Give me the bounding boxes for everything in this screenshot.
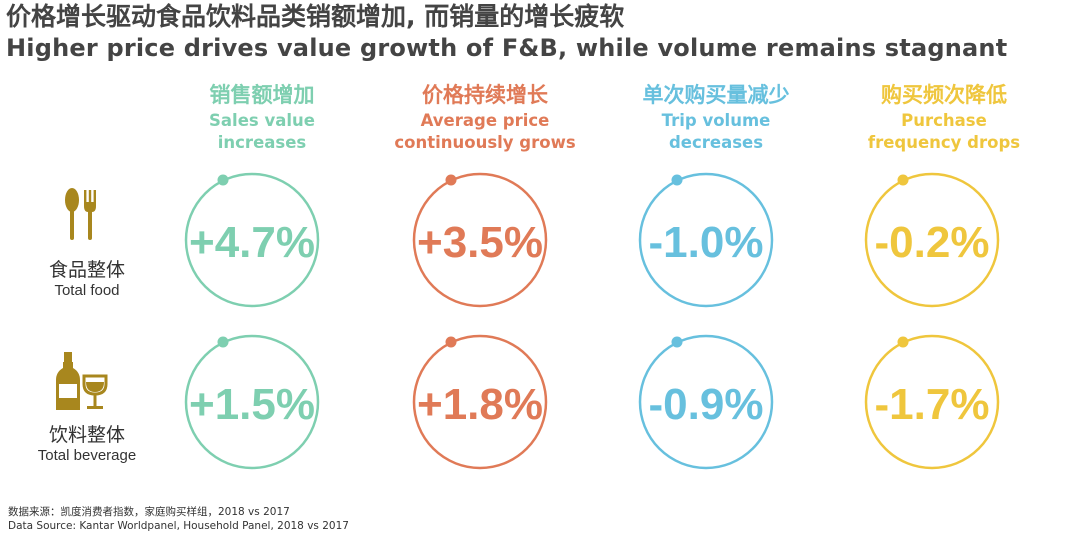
- column-header-sales-value: 销售额增加 Sales value increases: [147, 80, 377, 154]
- ring-dot: [445, 336, 457, 348]
- data-source-footer: 数据来源：凯度消费者指数，家庭购买样组，2018 vs 2017 Data So…: [8, 505, 349, 533]
- row-label-total-food: 食品整体 Total food: [22, 259, 152, 301]
- value-label: -0.9%: [649, 380, 764, 429]
- ring-dot: [897, 336, 909, 348]
- column-header-cn: 单次购买量减少: [642, 83, 790, 107]
- cell-beverage-trip-volume: -0.9%: [638, 334, 774, 470]
- chart-title-en: Higher price drives value growth of F&B,…: [6, 34, 1008, 62]
- ring: [184, 172, 320, 308]
- ring: [864, 334, 1000, 470]
- column-header-purchase-frequency: 购买频次降低 Purchase frequency drops: [829, 80, 1059, 154]
- row-label-en: Total food: [54, 282, 120, 299]
- column-header-en-line1: Average price: [420, 111, 550, 130]
- ring: [412, 172, 548, 308]
- ring: [412, 334, 548, 470]
- ring: [184, 334, 320, 470]
- column-header-en-line1: Purchase: [901, 111, 987, 130]
- row-label-en: Total beverage: [37, 447, 137, 464]
- cell-beverage-average-price: +1.8%: [412, 334, 548, 470]
- data-source-cn: 数据来源：凯度消费者指数，家庭购买样组，2018 vs 2017: [8, 506, 290, 518]
- value-label: +4.7%: [189, 218, 315, 267]
- cell-beverage-sales-value: +1.5%: [184, 334, 320, 470]
- bottle-glass-icon: [56, 352, 108, 410]
- data-source-en: Data Source: Kantar Worldpanel, Househol…: [8, 520, 349, 532]
- column-header-cn: 价格持续增长: [422, 83, 548, 107]
- value-label: +1.8%: [417, 380, 543, 429]
- row-label-total-beverage: 饮料整体 Total beverage: [22, 424, 152, 466]
- ring: [864, 172, 1000, 308]
- column-header-en-line2: continuously grows: [394, 133, 576, 152]
- value-label: +1.5%: [189, 380, 315, 429]
- ring-dot: [217, 336, 229, 348]
- cell-food-average-price: +3.5%: [412, 172, 548, 308]
- value-label: +3.5%: [417, 218, 543, 267]
- column-header-en-line2: frequency drops: [867, 133, 1021, 152]
- value-label: -1.7%: [875, 380, 990, 429]
- column-header-cn: 销售额增加: [209, 83, 315, 107]
- cell-beverage-purchase-frequency: -1.7%: [864, 334, 1000, 470]
- ring-dot: [445, 174, 457, 186]
- cell-food-sales-value: +4.7%: [184, 172, 320, 308]
- value-label: -1.0%: [649, 218, 764, 267]
- title-block: 价格增长驱动食品饮料品类销额增加, 而销量的增长疲软 Higher price …: [6, 2, 1007, 64]
- ring: [638, 172, 774, 308]
- value-label: -0.2%: [875, 218, 990, 267]
- column-header-average-price: 价格持续增长 Average price continuously grows: [370, 80, 600, 154]
- column-header-en-line2: increases: [217, 133, 307, 152]
- cell-food-trip-volume: -1.0%: [638, 172, 774, 308]
- row-label-cn: 食品整体: [48, 259, 125, 281]
- ring-dot: [897, 174, 909, 186]
- column-header-en-line2: decreases: [668, 133, 764, 152]
- column-header-en-line1: Trip volume: [661, 111, 771, 130]
- row-label-cn: 饮料整体: [48, 424, 125, 446]
- ring-dot: [671, 336, 683, 348]
- ring-dot: [217, 174, 229, 186]
- column-header-cn: 购买频次降低: [881, 83, 1007, 107]
- column-header-trip-volume: 单次购买量减少 Trip volume decreases: [601, 80, 831, 154]
- ring-dot: [671, 174, 683, 186]
- chart-title-cn: 价格增长驱动食品饮料品类销额增加, 而销量的增长疲软: [6, 2, 625, 31]
- fork-spoon-icon: [65, 188, 96, 240]
- column-header-en-line1: Sales value: [209, 111, 315, 130]
- ring: [638, 334, 774, 470]
- cell-food-purchase-frequency: -0.2%: [864, 172, 1000, 308]
